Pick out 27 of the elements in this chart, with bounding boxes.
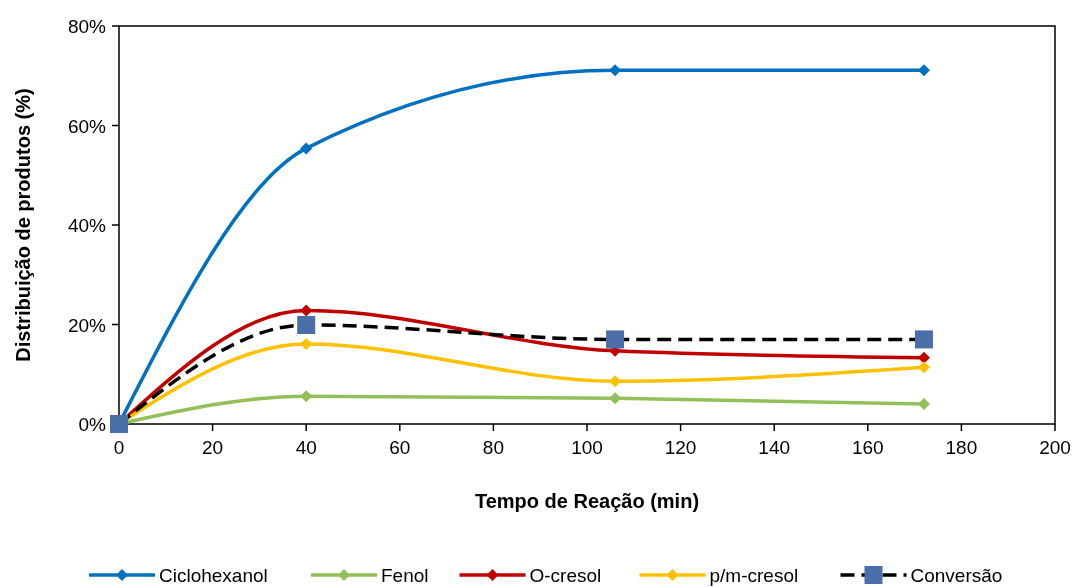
- x-tick-label: 120: [664, 437, 697, 458]
- x-tick-label: 200: [1039, 437, 1071, 458]
- y-tick-label: 20%: [67, 314, 107, 336]
- legend-label: p/m-cresol: [709, 565, 799, 586]
- legend-label: O-cresol: [529, 565, 602, 586]
- point: [606, 330, 625, 349]
- legend-label: Fenol: [381, 565, 429, 586]
- x-tick-label: 0: [113, 437, 125, 458]
- y-tick-label: 60%: [67, 115, 107, 137]
- x-tick-label: 140: [758, 437, 791, 458]
- x-tick-label: 100: [571, 437, 603, 458]
- x-tick-label: 20: [202, 437, 224, 458]
- x-axis-title: Tempo de Reação (min): [474, 490, 700, 512]
- x-tick-label: 160: [851, 437, 884, 458]
- legend-label: Conversão: [910, 565, 1003, 586]
- y-tick-label: 80%: [67, 16, 107, 37]
- y-tick-label: 40%: [67, 215, 107, 236]
- x-tick-label: 80: [482, 437, 504, 458]
- x-tick-label: 40: [295, 437, 317, 458]
- y-axis-title: Distribuição de produtos (%): [12, 88, 34, 362]
- y-tick-label: 0%: [78, 414, 107, 435]
- x-tick-label: 60: [389, 437, 411, 458]
- point: [300, 142, 313, 155]
- point: [297, 316, 316, 334]
- x-tick-label: 180: [945, 437, 978, 458]
- point: [914, 330, 933, 349]
- legend-label: Ciclohexanol: [159, 565, 268, 586]
